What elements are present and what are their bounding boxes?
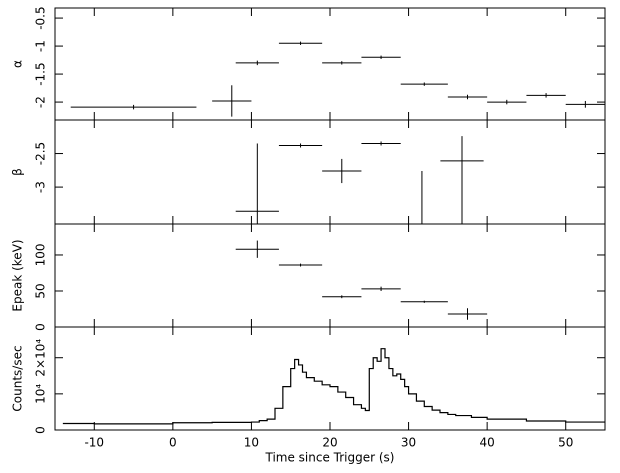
x-tick-label: 50 bbox=[558, 436, 573, 450]
y-tick-label: 50 bbox=[34, 283, 48, 298]
y-tick-label: -3 bbox=[34, 181, 48, 193]
x-tick-label: 0 bbox=[169, 436, 177, 450]
plot-frame bbox=[54, 223, 606, 328]
x-tick-label: -10 bbox=[84, 436, 104, 450]
plot-frame bbox=[54, 7, 606, 121]
y-tick-label: -1 bbox=[34, 40, 48, 52]
x-tick-label: 10 bbox=[244, 436, 259, 450]
plot-frame bbox=[54, 326, 606, 431]
y-tick-label: -2 bbox=[34, 96, 48, 108]
y-axis-label: β bbox=[11, 168, 25, 176]
y-tick-label: 2×10⁴ bbox=[34, 339, 48, 377]
x-tick-label: 40 bbox=[480, 436, 495, 450]
y-tick-label: -0.5 bbox=[34, 6, 48, 29]
y-tick-label: 10⁴ bbox=[34, 384, 48, 404]
y-tick-label: 0 bbox=[34, 323, 48, 331]
x-tick-label: 20 bbox=[322, 436, 337, 450]
plot-frame bbox=[54, 119, 606, 225]
light-curve bbox=[62, 348, 605, 425]
y-tick-label: 100 bbox=[34, 244, 48, 267]
y-axis-label: Epeak (keV) bbox=[11, 239, 25, 311]
y-tick-label: -1.5 bbox=[34, 62, 48, 85]
x-axis-label: Time since Trigger (s) bbox=[265, 451, 395, 465]
y-axis-label: α bbox=[11, 60, 25, 68]
x-tick-label: 30 bbox=[401, 436, 416, 450]
y-axis-label: Counts/sec bbox=[11, 345, 25, 411]
y-tick-label: 0 bbox=[34, 426, 48, 434]
y-tick-label: -2.5 bbox=[34, 142, 48, 165]
